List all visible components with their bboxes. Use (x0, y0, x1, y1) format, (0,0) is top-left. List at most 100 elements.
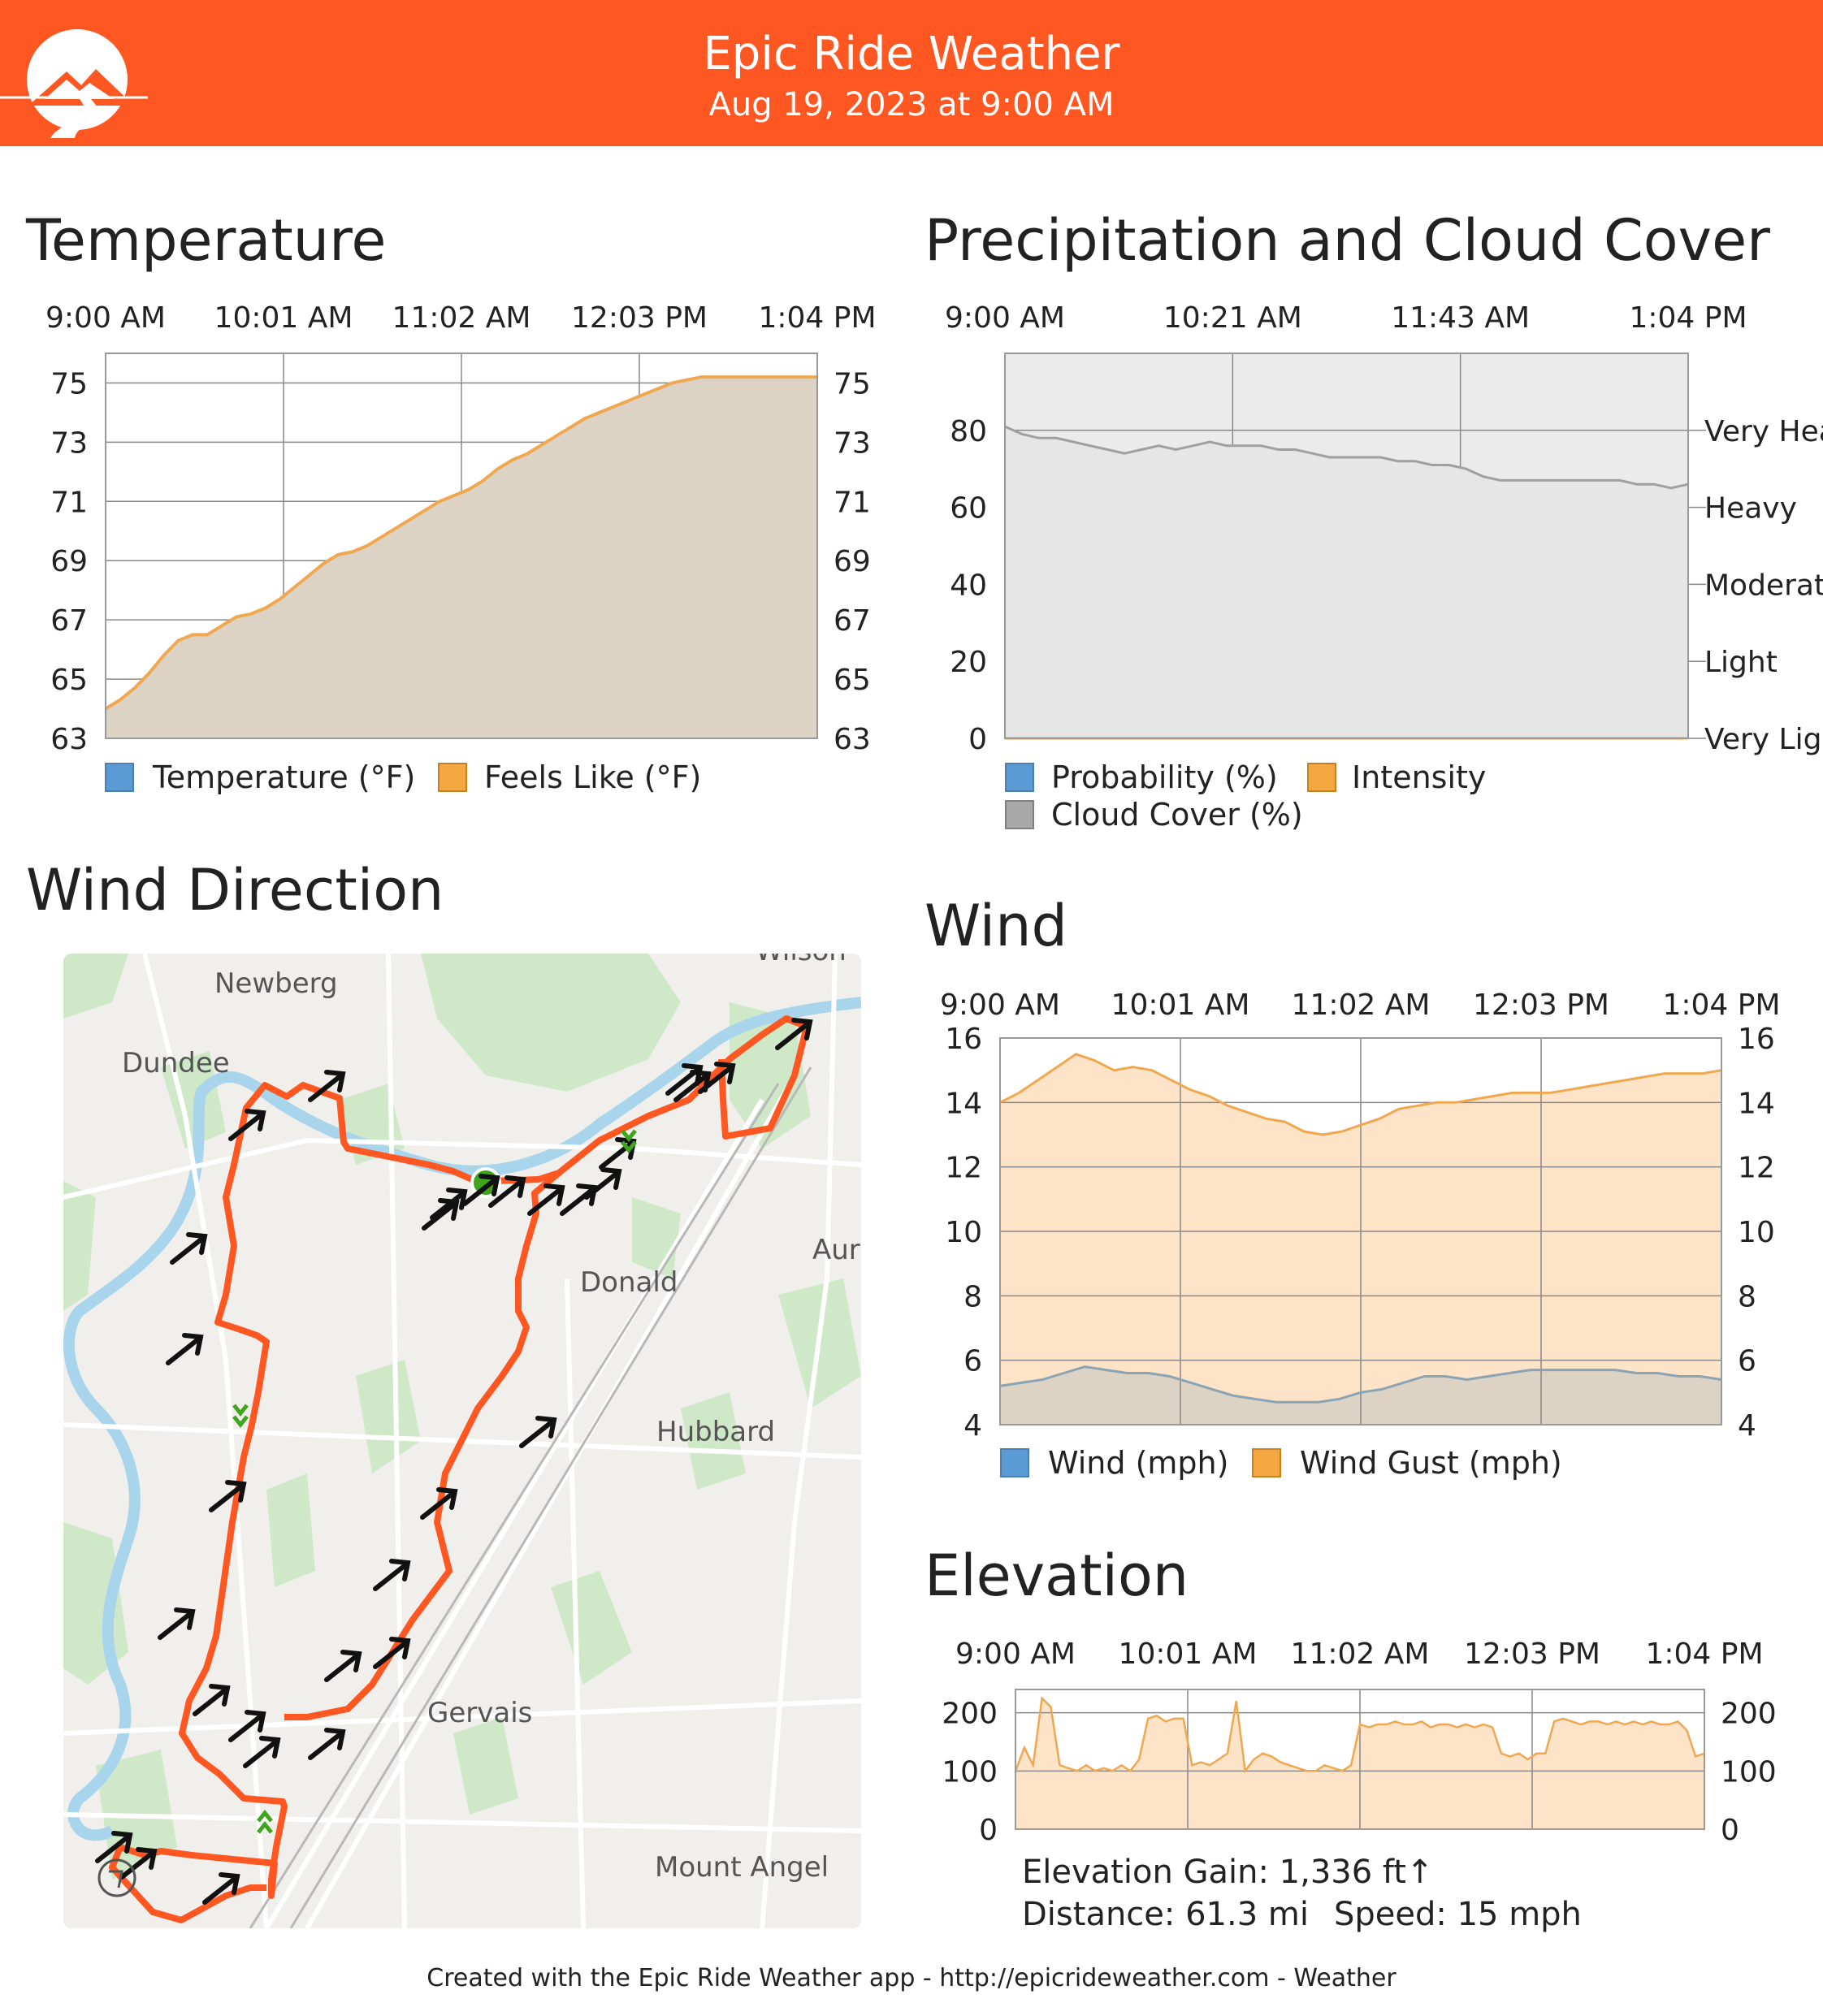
wind-xtick: 1:04 PM (1662, 989, 1780, 1022)
precip-ytick: 60 (950, 492, 987, 526)
wind-plot-frame (999, 1037, 1722, 1425)
compass-icon[interactable] (97, 1858, 136, 1897)
wind-arrow-icon (158, 1607, 196, 1640)
app-title: Epic Ride Weather (703, 28, 1120, 80)
app-logo-icon (0, 29, 148, 138)
temp-xtick: 11:02 AM (392, 301, 531, 335)
speed: Speed: 15 mph (1334, 1896, 1582, 1933)
footer-text: Created with the Epic Ride Weather app -… (427, 1964, 1294, 1992)
elev-ytick-right: 200 (1721, 1698, 1777, 1731)
wind-arrow-icon (665, 1063, 704, 1096)
wind-xtick: 10:01 AM (1111, 989, 1250, 1022)
precip-plot-frame (1004, 353, 1689, 739)
precip-xtick: 10:21 AM (1163, 301, 1302, 335)
precip-intensity-tick: Heavy (1704, 492, 1797, 526)
wind-arrow-icon (527, 1183, 565, 1216)
precip-xtick: 1:04 PM (1629, 301, 1747, 335)
wind-arrows (95, 1018, 813, 1905)
wind-arrow-icon (488, 1175, 526, 1208)
wind-arrow-icon (373, 1637, 411, 1669)
wind-arrow-icon (170, 1232, 208, 1265)
wind-xtick: 12:03 PM (1473, 989, 1609, 1022)
wind-ytick-left: 16 (945, 1023, 982, 1056)
wind-ytick-right: 12 (1738, 1152, 1775, 1185)
legend-swatch-intensity (1307, 763, 1336, 792)
elev-xtick: 12:03 PM (1464, 1637, 1600, 1671)
wind-arrow-icon (430, 1188, 468, 1220)
wind-arrow-icon (422, 1198, 460, 1231)
feels-like-line (104, 375, 817, 711)
temperature-plot-frame (105, 353, 818, 739)
town-mount-angel: Mount Angel (655, 1851, 829, 1884)
elev-ytick-right: 0 (1721, 1814, 1739, 1847)
town-labels: Newberg Dundee Donald Hubbard Gervais Mo… (122, 954, 860, 1884)
wind-ytick-left: 14 (945, 1087, 982, 1120)
wind-arrow-icon (243, 1736, 281, 1768)
temp-ytick-right: 73 (834, 426, 871, 460)
cloud-cover-area (1005, 426, 1688, 738)
wind-arrow-icon (775, 1018, 813, 1050)
wind-arrow-icon (202, 1872, 240, 1905)
town-newberg: Newberg (214, 967, 338, 1000)
temp-ytick-left: 75 (50, 367, 88, 400)
cloud-cover-line (1004, 425, 1689, 490)
distance: Distance: 61.3 mi (1022, 1896, 1309, 1933)
legend-swatch-wind (1000, 1448, 1029, 1477)
town-wilson: Wilson (756, 954, 847, 967)
wind-ytick-right: 4 (1738, 1409, 1756, 1443)
legend-cloud-cover: Cloud Cover (%) (1051, 797, 1303, 833)
footer: Created with the Epic Ride Weather app -… (0, 1962, 1823, 1995)
elev-ytick-right: 100 (1721, 1755, 1777, 1789)
precip-ytick: 20 (950, 646, 987, 679)
temp-ytick-left: 63 (50, 723, 88, 756)
town-dundee: Dundee (122, 1047, 230, 1079)
legend-wind: Wind (mph) (1048, 1445, 1228, 1481)
legend-probability: Probability (%) (1051, 759, 1278, 795)
direction-chevrons (232, 1129, 637, 1834)
temp-ytick-right: 75 (834, 367, 871, 400)
legend-wind-gust: Wind Gust (mph) (1300, 1445, 1562, 1481)
temp-ytick-right: 67 (834, 604, 871, 638)
wind-arrow-icon (193, 1684, 231, 1716)
temp-ytick-left: 67 (50, 604, 88, 638)
wind-direction-title: Wind Direction (26, 857, 444, 924)
precip-xtick: 9:00 AM (945, 301, 1065, 335)
wind-ytick-right: 16 (1738, 1023, 1775, 1056)
wind-ytick-left: 6 (963, 1345, 982, 1378)
wind-ytick-right: 8 (1738, 1280, 1756, 1313)
elev-xtick: 9:00 AM (955, 1637, 1076, 1671)
wind-xtick: 11:02 AM (1292, 989, 1431, 1022)
temp-ytick-right: 69 (834, 545, 871, 578)
elev-xtick: 10:01 AM (1119, 1637, 1258, 1671)
wind-arrow-icon (324, 1650, 362, 1682)
town-gervais: Gervais (427, 1697, 532, 1729)
wind-arrow-icon (209, 1480, 247, 1512)
wind-ytick-left: 4 (963, 1409, 982, 1443)
wind-arrow-icon (228, 1710, 266, 1742)
legend-swatch-probability (1005, 763, 1034, 792)
elev-ytick-left: 100 (942, 1755, 998, 1789)
elevation-chart: 200 200 100 100 0 0 9:00 AM 10:01 AM 11:02 AM 12:… (942, 1637, 1777, 1847)
town-hubbard: Hubbard (656, 1416, 775, 1448)
temperature-chart: 75 75 73 73 71 71 69 69 67 67 65 65 63 63 9:00 AM 10:01… (45, 301, 877, 795)
precip-intensity-tick: Very Heavy (1704, 415, 1823, 448)
wind-arrow-icon (560, 1183, 598, 1216)
precip-ytick: 0 (968, 723, 987, 756)
wind-ytick-right: 10 (1738, 1216, 1775, 1249)
legend-intensity: Intensity (1352, 759, 1486, 795)
temp-xtick: 9:00 AM (45, 301, 166, 335)
wind-direction-map[interactable]: Newberg Dundee Donald Hubbard Gervais Mo… (63, 954, 861, 1928)
elevation-plot-frame (1015, 1689, 1705, 1830)
wind-line (999, 1365, 1722, 1404)
wind-ytick-left: 12 (945, 1152, 982, 1185)
wind-arrow-icon (420, 1487, 458, 1520)
legend-swatch-cloud-cover (1005, 800, 1034, 829)
temp-ytick-left: 73 (50, 426, 88, 460)
temp-ytick-right: 63 (834, 723, 871, 756)
precip-ytick: 80 (950, 415, 987, 448)
wind-arrow-icon (519, 1416, 557, 1448)
railways (249, 1066, 812, 1928)
elev-ytick-left: 0 (979, 1814, 998, 1847)
precip-intensity-tick: Moderate (1704, 569, 1823, 602)
compass-needle-icon (109, 1870, 123, 1888)
